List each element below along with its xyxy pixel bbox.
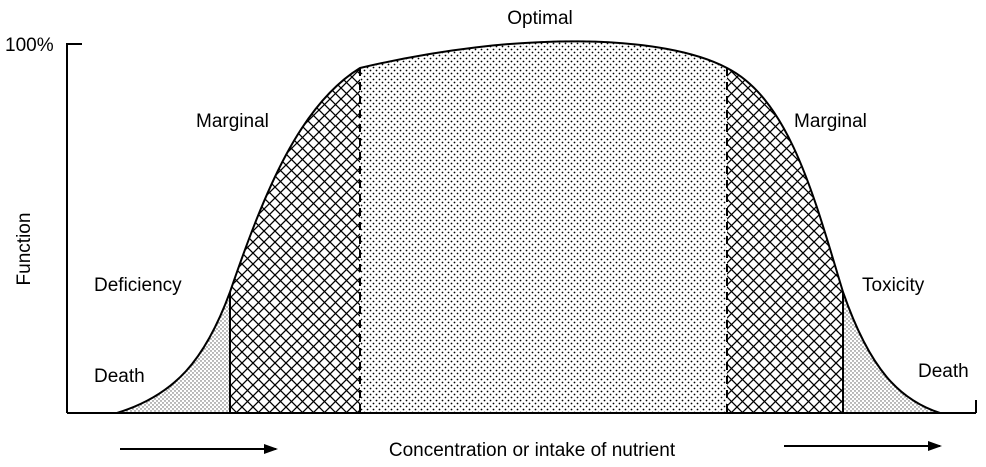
zone-right-marginal (727, 41, 843, 413)
x-axis-label: Concentration or intake of nutrient (389, 440, 676, 461)
label-left-death: Death (94, 366, 145, 387)
y-axis-label: Function (14, 213, 35, 286)
title-optimal: Optimal (507, 8, 572, 29)
zone-optimal (360, 41, 727, 413)
function-curve (116, 40, 941, 414)
zone-left-marginal (230, 41, 360, 413)
zone-right-death (843, 41, 940, 413)
label-right-marginal: Marginal (794, 111, 867, 132)
zone-left-death (117, 41, 230, 413)
label-right-toxicity: Toxicity (862, 275, 925, 296)
label-left-marginal: Marginal (196, 111, 269, 132)
label-right-death: Death (918, 361, 969, 382)
y-axis-tick-label: 100% (5, 35, 54, 56)
label-left-deficiency: Deficiency (94, 275, 182, 296)
